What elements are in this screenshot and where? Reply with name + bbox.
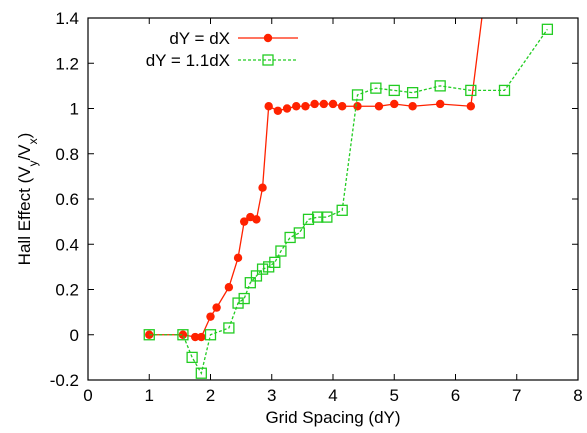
data-point [206, 312, 215, 321]
x-tick-label: 1 [145, 386, 154, 405]
y-tick-label: 0 [70, 326, 79, 345]
y-tick-label: 0.2 [55, 281, 79, 300]
y-tick-label: 0.8 [55, 145, 79, 164]
legend-label-dy-1-1dx: dY = 1.1dX [146, 51, 230, 70]
data-point [310, 99, 319, 109]
data-point [143, 329, 155, 341]
data-point [337, 102, 347, 111]
legend: dY = dX dY = 1.1dX [146, 29, 298, 70]
x-tick-label: 7 [512, 386, 521, 405]
data-point [197, 332, 206, 342]
data-point [406, 87, 419, 99]
data-point [275, 245, 287, 257]
data-point [238, 292, 250, 305]
data-point [370, 82, 382, 94]
data-point [195, 367, 207, 379]
data-point [252, 215, 261, 224]
series-line-0 [149, 18, 483, 338]
data-point [353, 102, 362, 111]
y-tick-label: 1 [70, 100, 79, 119]
data-point [204, 329, 217, 341]
x-tick-label: 0 [83, 386, 92, 405]
x-tick-label: 2 [206, 386, 215, 405]
y-tick-label: -0.2 [50, 371, 79, 390]
data-point [466, 102, 476, 111]
data-point [269, 256, 281, 269]
data-point [465, 84, 477, 97]
x-tick-label: 8 [573, 386, 582, 405]
legend-marker-dy-1-1dx [262, 54, 274, 66]
data-point [293, 227, 305, 239]
y-tick-label: 1.4 [55, 9, 79, 28]
data-point [435, 99, 445, 109]
data-point [312, 211, 324, 223]
data-point [233, 253, 243, 263]
data-point [321, 211, 333, 223]
data-point [264, 102, 273, 111]
data-point [498, 84, 511, 97]
y-tick-label: 0.6 [55, 190, 79, 209]
data-point [190, 332, 200, 342]
data-point [239, 217, 249, 226]
data-point [256, 263, 269, 275]
legend-marker-dy-dx [263, 33, 273, 43]
data-point [224, 283, 234, 292]
data-point [292, 102, 301, 111]
data-point [212, 303, 221, 312]
data-point [178, 330, 188, 339]
data-point [244, 277, 256, 289]
data-point [177, 329, 189, 341]
data-point [541, 23, 554, 35]
data-point [284, 231, 296, 244]
y-tick-label: 0.4 [55, 235, 79, 254]
x-tick-label: 6 [451, 386, 460, 405]
data-point [351, 89, 364, 101]
legend-label-dy-dx: dY = dX [169, 29, 230, 48]
data-point [250, 270, 263, 282]
plot-frame [87, 17, 579, 381]
x-tick-label: 4 [328, 386, 337, 405]
x-axis-title: Grid Spacing (dY) [265, 408, 400, 427]
y-tick-label: 1.2 [55, 54, 79, 73]
x-tick-label: 5 [390, 386, 399, 405]
data-point [390, 99, 399, 109]
y-axis-title: Hall Effect (Vy/Vx) [15, 133, 40, 266]
data-point [336, 204, 348, 216]
series-line-1 [149, 28, 548, 375]
data-point [282, 104, 292, 113]
data-point [328, 99, 338, 109]
data-point [434, 80, 446, 92]
data-point [273, 106, 283, 115]
data-point [319, 99, 329, 109]
data-point [258, 183, 267, 192]
data-point [223, 322, 235, 334]
data-point [374, 102, 384, 111]
x-tick-label: 3 [267, 386, 276, 405]
data-point [408, 102, 417, 111]
data-point [186, 351, 198, 364]
data-point [302, 213, 315, 226]
data-point [388, 84, 400, 97]
data-point [301, 102, 310, 111]
